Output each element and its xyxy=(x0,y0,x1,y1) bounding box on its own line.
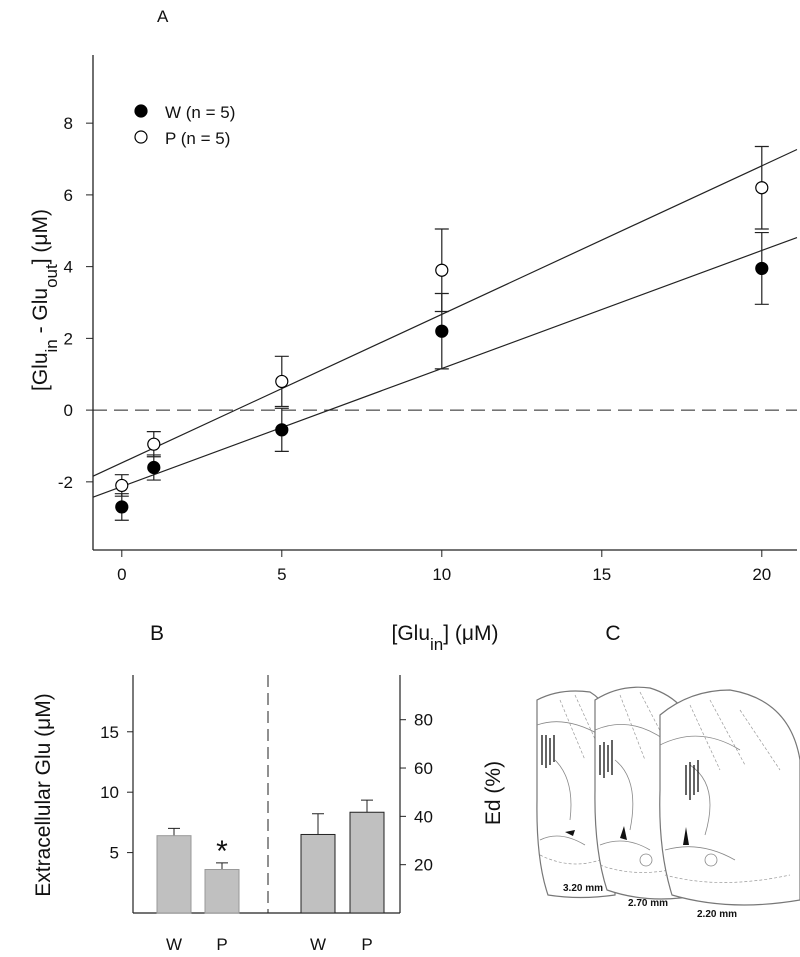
bar xyxy=(349,811,385,914)
y-tick-label: 0 xyxy=(64,401,73,420)
y-axis-label-part: [Glu xyxy=(29,352,52,391)
x-tick-label: P xyxy=(361,935,372,954)
panel-label: C xyxy=(605,622,620,645)
error-bar xyxy=(312,813,324,835)
x-tick-label: W xyxy=(310,935,326,954)
bar xyxy=(300,833,336,914)
x-tick-label: 15 xyxy=(592,565,611,584)
y-axis-label-part: ] (μM) xyxy=(29,209,52,264)
section-label: 2.20 mm xyxy=(697,909,737,920)
data-point xyxy=(115,478,129,493)
data-point xyxy=(115,500,129,514)
x-tick-label: 20 xyxy=(752,565,771,584)
electrode-tracks xyxy=(599,740,613,778)
y2-tick-label: 20 xyxy=(414,856,433,875)
y-tick-label: 15 xyxy=(100,723,119,742)
brain-structure xyxy=(659,735,741,867)
error-bar xyxy=(168,827,180,836)
probe-mark xyxy=(683,827,689,845)
data-point xyxy=(755,181,769,195)
bar xyxy=(204,869,240,914)
brain-structure xyxy=(594,724,666,867)
y-tick-label: 4 xyxy=(64,258,73,277)
electrode-tracks xyxy=(685,760,699,800)
data-point xyxy=(755,261,769,276)
y-tick-label: 10 xyxy=(100,783,119,802)
y-tick-label: 5 xyxy=(110,844,119,863)
y-tick-label: -2 xyxy=(58,473,73,492)
brain-section xyxy=(659,689,800,906)
data-point xyxy=(275,423,289,437)
y-axis-label-part: out xyxy=(42,264,61,288)
y-axis-label-part: - Glu xyxy=(29,288,52,339)
x-tick-label: 10 xyxy=(432,565,451,584)
probe-mark xyxy=(620,826,627,840)
x-tick-label: 5 xyxy=(277,565,286,584)
significance: * xyxy=(216,835,228,868)
x-tick-label: 0 xyxy=(117,565,126,584)
y-tick-label: 6 xyxy=(64,186,73,205)
data-point xyxy=(435,263,449,277)
bar xyxy=(156,835,192,914)
section-label: 3.20 mm xyxy=(563,883,603,894)
atlas-panel: C 3.20 mm 2.70 mm 2.20 mm xyxy=(536,622,800,920)
error-bar xyxy=(361,799,373,813)
legend-label: P (n = 5) xyxy=(165,129,230,148)
y2-axis-label: Ed (%) xyxy=(482,761,505,825)
x-tick-label: P xyxy=(216,935,227,954)
panel-label: A xyxy=(157,7,169,26)
data-point xyxy=(147,460,161,475)
y-axis-label: Extracellular Glu (μM) xyxy=(32,693,55,896)
y-axis-label: [Gluin - Gluout] (μM) xyxy=(29,209,61,391)
x-axis-label-part: in xyxy=(430,635,443,654)
y-tick-label: 8 xyxy=(64,114,73,133)
legend-label: W (n = 5) xyxy=(165,103,235,122)
y2-tick-label: 80 xyxy=(414,711,433,730)
legend-marker xyxy=(134,104,148,118)
fit-line xyxy=(92,236,798,498)
x-axis-label: [Gluin] (μM) xyxy=(392,622,499,654)
data-point xyxy=(147,437,161,451)
y-axis-label-part: in xyxy=(42,339,61,352)
x-tick-label: W xyxy=(166,935,182,954)
y2-tick-label: 40 xyxy=(414,807,433,826)
section-label: 2.70 mm xyxy=(628,898,668,909)
y-tick-label: 2 xyxy=(64,329,73,348)
brain-structure xyxy=(536,721,601,846)
legend-marker xyxy=(134,130,148,144)
x-axis-label-part: ] (μM) xyxy=(443,622,498,645)
fit-line xyxy=(92,148,798,477)
x-axis-label-part: [Glu xyxy=(392,622,431,645)
data-point xyxy=(435,324,449,338)
error-bar xyxy=(216,862,228,870)
electrode-tracks xyxy=(541,735,555,768)
y2-tick-label: 60 xyxy=(414,759,433,778)
panel-label: B xyxy=(150,622,164,645)
data-point xyxy=(275,374,289,389)
probe-mark xyxy=(565,830,575,836)
brain-structure xyxy=(664,699,791,883)
